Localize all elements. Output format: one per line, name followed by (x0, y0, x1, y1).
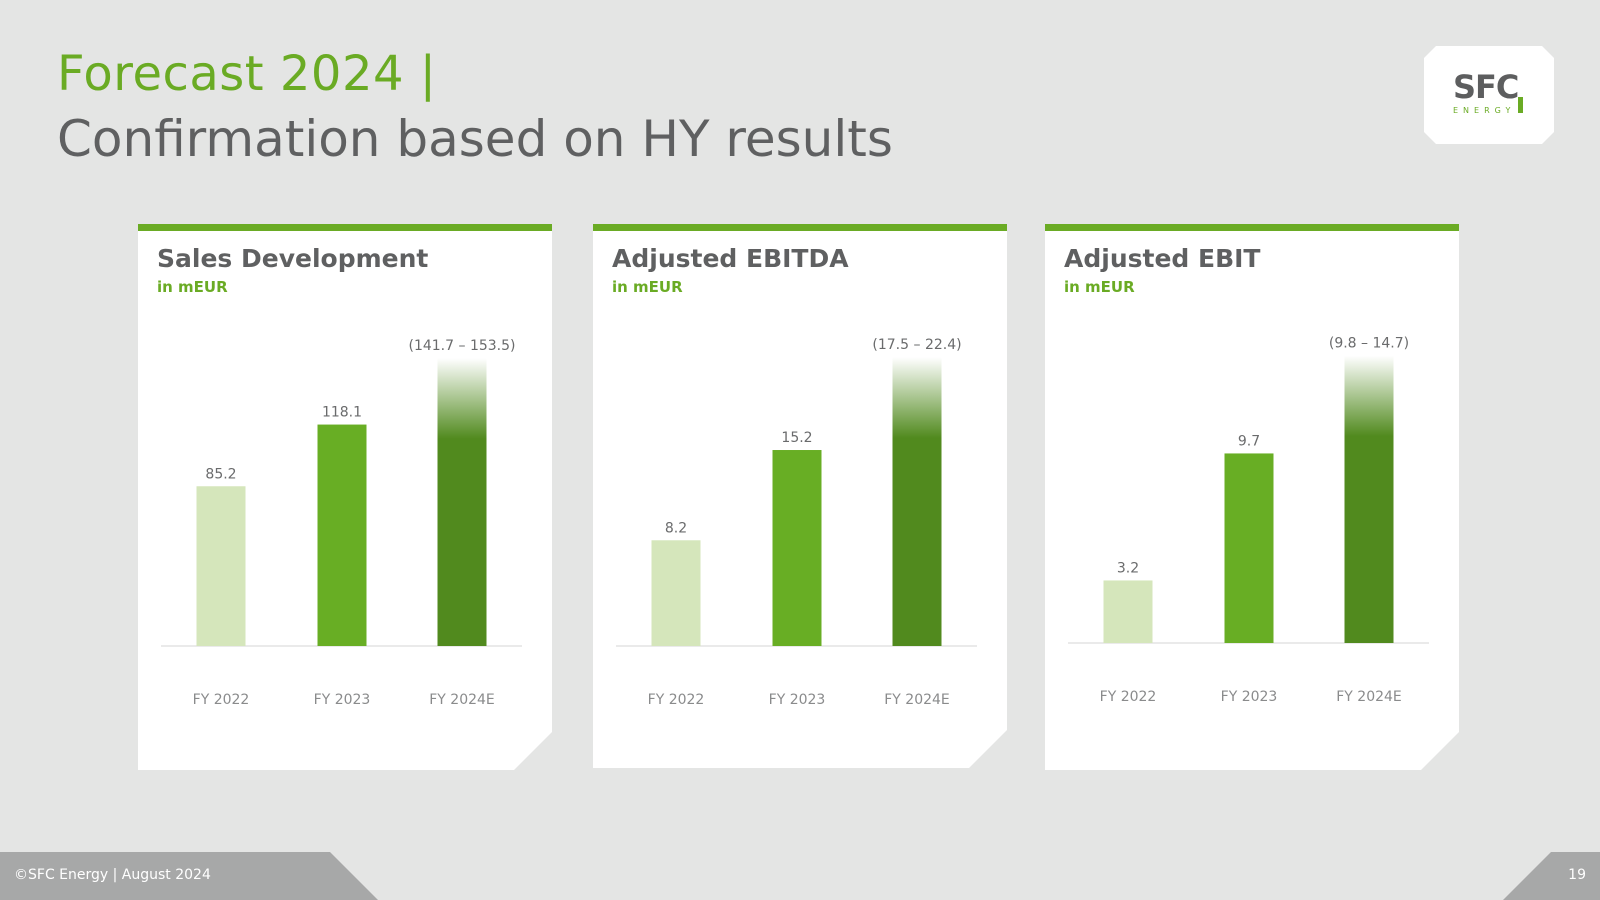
chart-svg-ebitda: 8.2 FY 2022 15.2 FY 2023 (17.5 – 22.4) FY 202… (593, 224, 1007, 768)
chart-svg-sales: 85.2 FY 2022 118.1 FY 2023 (141.7 – 153.5) FY… (138, 224, 552, 770)
chart-unit: in mEUR (612, 278, 683, 296)
page-number: 19 (1568, 867, 1586, 883)
bar-fy-2022 (197, 486, 246, 646)
bar-fy-2024e (438, 358, 487, 646)
page-number-band: 19 (1503, 852, 1600, 900)
x-tick-label: FY 2022 (648, 692, 705, 708)
x-tick-label: FY 2024E (884, 692, 950, 708)
bar-value-label: (141.7 – 153.5) (409, 338, 516, 354)
sfc-energy-logo: SFC ENERGY (1424, 46, 1554, 144)
x-tick-label: FY 2024E (1336, 689, 1402, 705)
bar-fy-2024e (1345, 356, 1394, 643)
bar-value-label: 118.1 (322, 405, 362, 421)
card-accent-bar (1045, 224, 1459, 231)
footer-band: ©SFC Energy | August 2024 (0, 852, 378, 900)
bar-fy-2022 (1104, 580, 1153, 643)
chart-card-ebit: Adjusted EBIT in mEUR 3.2 FY 2022 9.7 FY 20… (1045, 224, 1459, 770)
bar-value-label: 3.2 (1117, 560, 1139, 576)
x-tick-label: FY 2022 (193, 692, 250, 708)
bar-value-label: (9.8 – 14.7) (1329, 336, 1409, 352)
bar-fy-2024e (893, 357, 942, 646)
logo-accent-bar (1518, 97, 1523, 113)
x-tick-label: FY 2023 (314, 692, 371, 708)
chart-card-sales: Sales Development in mEUR 85.2 FY 2022 118… (138, 224, 552, 770)
bar-value-label: 15.2 (781, 430, 812, 446)
bar-fy-2023 (318, 425, 367, 646)
x-tick-label: FY 2023 (1221, 689, 1278, 705)
page-subtitle: Confirmation based on HY results (57, 110, 893, 168)
bar-fy-2022 (652, 540, 701, 646)
chart-unit: in mEUR (157, 278, 228, 296)
x-tick-label: FY 2024E (429, 692, 495, 708)
chart-svg-ebit: 3.2 FY 2022 9.7 FY 2023 (9.8 – 14.7) FY 2024E (1045, 224, 1459, 770)
page-title: Forecast 2024 | (57, 46, 437, 102)
logo-wordmark: SFC (1453, 68, 1519, 106)
chart-card-ebitda: Adjusted EBITDA in mEUR 8.2 FY 2022 15.2 FY… (593, 224, 1007, 768)
chart-title: Adjusted EBITDA (612, 244, 849, 273)
x-tick-label: FY 2022 (1100, 689, 1157, 705)
bar-fy-2023 (1225, 453, 1274, 643)
bar-fy-2023 (773, 450, 822, 646)
bar-value-label: 85.2 (205, 466, 236, 482)
bar-value-label: (17.5 – 22.4) (872, 337, 961, 353)
bar-value-label: 8.2 (665, 520, 687, 536)
footer-copyright: ©SFC Energy | August 2024 (14, 867, 211, 883)
chart-title: Sales Development (157, 244, 429, 273)
card-accent-bar (138, 224, 552, 231)
chart-unit: in mEUR (1064, 278, 1135, 296)
card-accent-bar (593, 224, 1007, 231)
logo-subtext: ENERGY (1453, 106, 1516, 115)
bar-value-label: 9.7 (1238, 433, 1260, 449)
chart-title: Adjusted EBIT (1064, 244, 1261, 273)
x-tick-label: FY 2023 (769, 692, 826, 708)
